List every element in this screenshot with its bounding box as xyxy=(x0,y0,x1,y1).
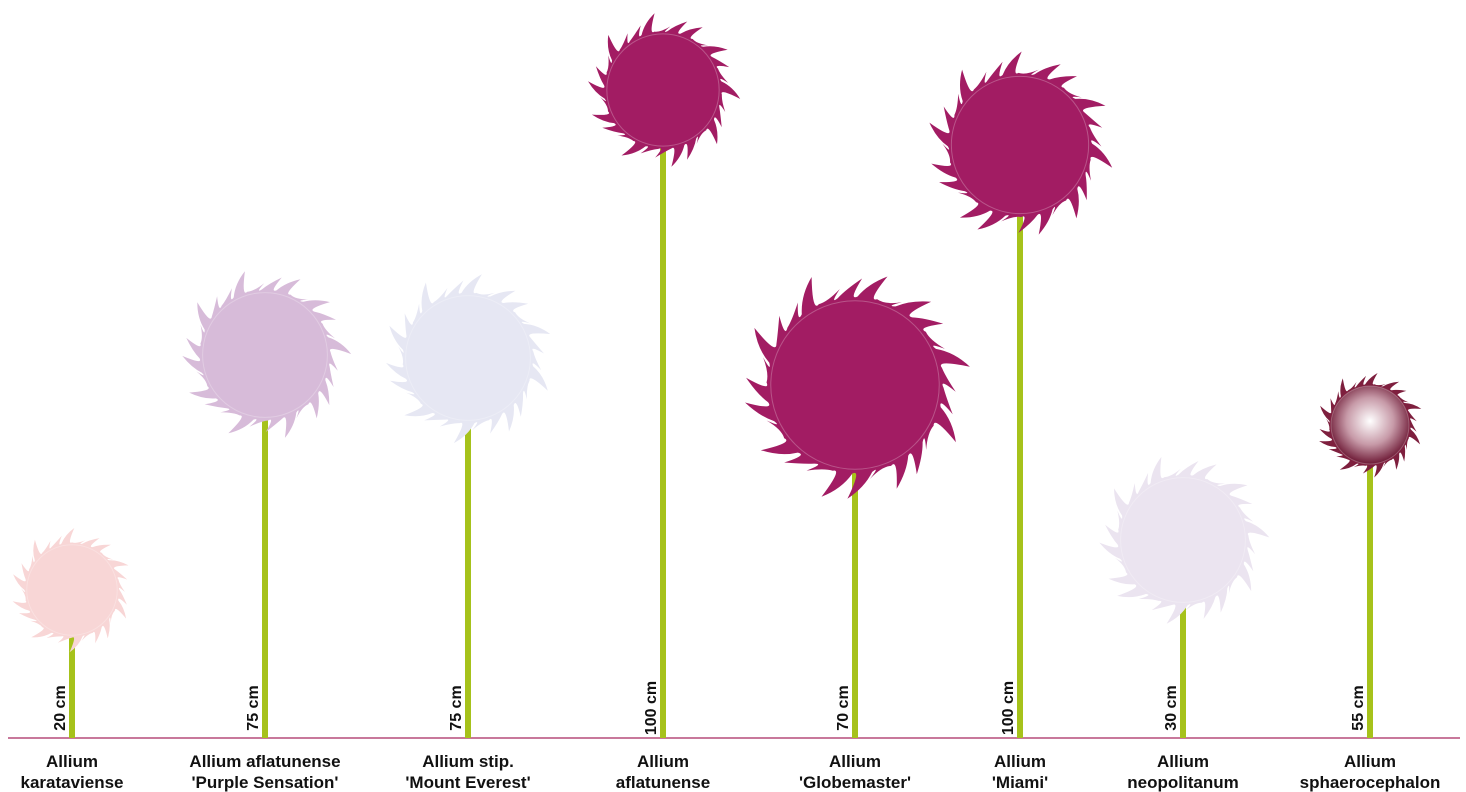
plant-name: Allium xyxy=(1157,752,1209,771)
flower-core xyxy=(607,34,719,146)
height-label: 75 cm xyxy=(245,685,262,730)
page: {"plants": [ {"name": ["Allium", "karata… xyxy=(0,0,1466,792)
plant-name: 'Globemaster' xyxy=(799,773,911,792)
flower-core xyxy=(1331,386,1409,464)
height-label: 100 cm xyxy=(1000,681,1017,735)
plant-name: 'Purple Sensation' xyxy=(192,773,339,792)
flower-core xyxy=(1121,478,1246,603)
height-label: 20 cm xyxy=(52,685,69,730)
plant-name: aflatunense xyxy=(616,773,710,792)
plant-name: Allium xyxy=(1344,752,1396,771)
height-label: 100 cm xyxy=(643,681,660,735)
plant-name: Allium aflatunense xyxy=(189,752,340,771)
flower-core xyxy=(27,545,117,635)
flower-core xyxy=(406,296,531,421)
plant-name: Allium xyxy=(994,752,1046,771)
plant-name: karataviense xyxy=(20,773,123,792)
height-label: 75 cm xyxy=(448,685,465,730)
plant-name: 'Mount Everest' xyxy=(405,773,530,792)
plant-name: sphaerocephalon xyxy=(1300,773,1441,792)
flower-core xyxy=(203,293,328,418)
flower-core xyxy=(951,76,1088,213)
plant-name: Allium xyxy=(637,752,689,771)
plant-name: Allium stip. xyxy=(422,752,514,771)
flower-core xyxy=(771,301,939,469)
allium-diagram: 20 cm Allium karataviense 75 cm Allium aflat… xyxy=(0,0,1466,792)
height-label: 55 cm xyxy=(1350,685,1367,730)
height-label: 70 cm xyxy=(835,685,852,730)
height-label: 30 cm xyxy=(1163,685,1180,730)
plant-name: neopolitanum xyxy=(1127,773,1238,792)
plant-name: Allium xyxy=(829,752,881,771)
plant-name: 'Miami' xyxy=(992,773,1048,792)
plant-name: Allium xyxy=(46,752,98,771)
